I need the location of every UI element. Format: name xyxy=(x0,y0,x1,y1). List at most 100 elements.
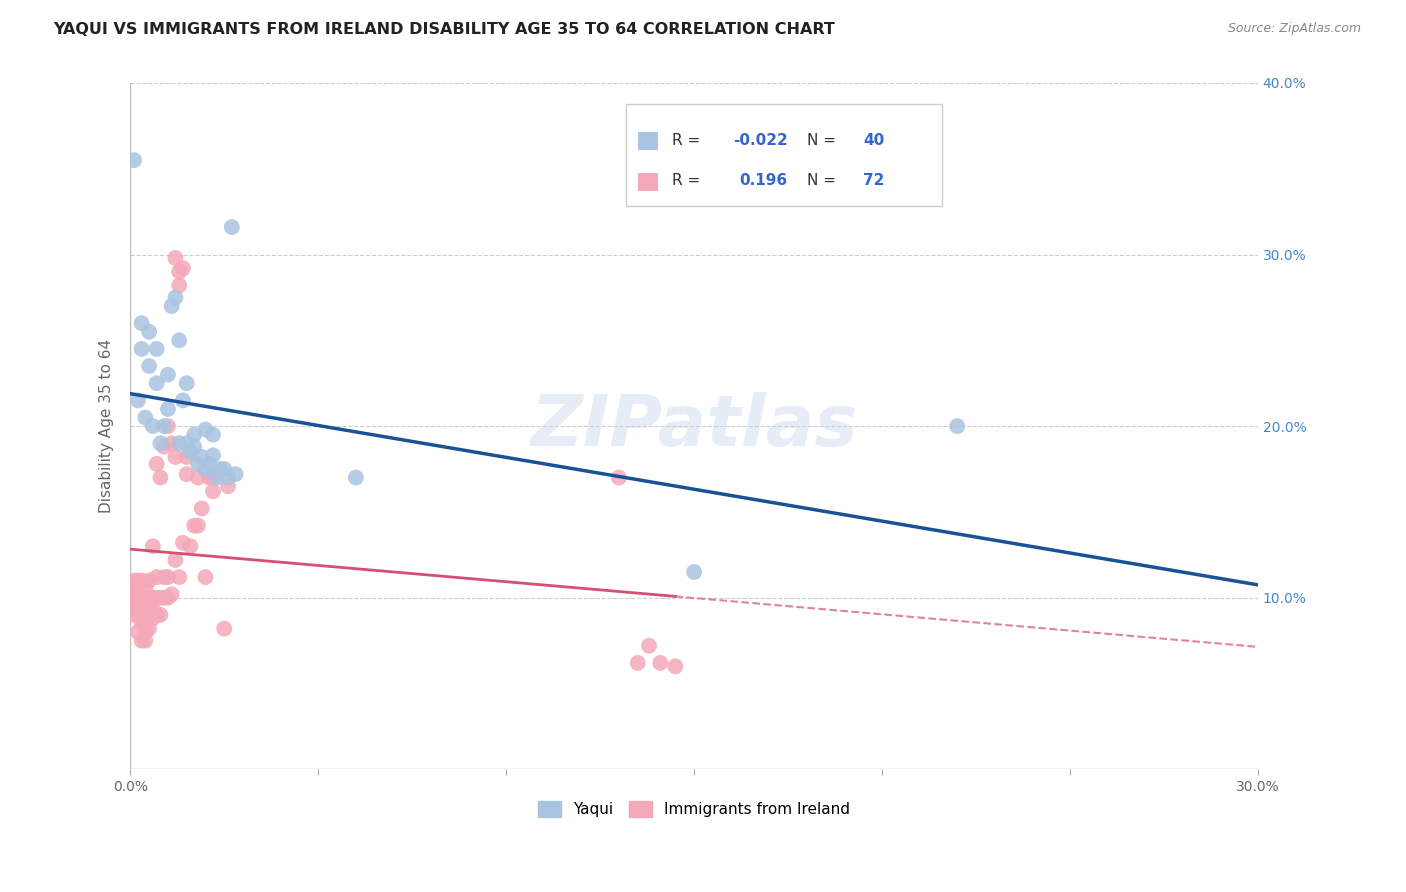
Point xyxy=(202,470,225,484)
Point xyxy=(205,470,228,484)
Point xyxy=(179,445,201,459)
Point xyxy=(190,450,212,464)
Point xyxy=(209,462,232,476)
Point xyxy=(172,261,194,276)
Point xyxy=(134,410,156,425)
Point xyxy=(167,334,190,348)
Text: N =: N = xyxy=(807,173,841,188)
Text: N =: N = xyxy=(807,133,841,148)
Point xyxy=(165,553,187,567)
Point xyxy=(156,401,179,416)
Point xyxy=(946,419,969,434)
Point xyxy=(149,607,172,622)
Point xyxy=(156,570,179,584)
Point xyxy=(127,582,149,596)
Point xyxy=(156,419,179,434)
Point xyxy=(167,570,190,584)
Point xyxy=(165,290,187,304)
Point xyxy=(638,639,661,653)
Point xyxy=(187,470,209,484)
Point xyxy=(160,299,183,313)
Point xyxy=(160,436,183,450)
Point xyxy=(198,470,221,484)
Text: R =: R = xyxy=(672,133,704,148)
Point xyxy=(165,251,187,265)
Point xyxy=(138,574,160,588)
Point xyxy=(153,591,176,605)
Point xyxy=(187,518,209,533)
Point xyxy=(142,611,165,625)
Point xyxy=(183,440,205,454)
Point xyxy=(607,470,630,484)
Point xyxy=(214,462,236,476)
Point xyxy=(145,607,167,622)
Point xyxy=(172,393,194,408)
Point xyxy=(131,591,153,605)
FancyBboxPatch shape xyxy=(627,103,942,206)
Point xyxy=(122,574,145,588)
Point xyxy=(142,603,165,617)
Point xyxy=(176,467,198,482)
Point xyxy=(627,656,650,670)
Y-axis label: Disability Age 35 to 64: Disability Age 35 to 64 xyxy=(100,339,114,513)
Point xyxy=(127,607,149,622)
Point xyxy=(134,599,156,614)
Point xyxy=(127,625,149,640)
Point xyxy=(149,470,172,484)
Point xyxy=(172,536,194,550)
Point xyxy=(142,539,165,553)
Point xyxy=(167,436,190,450)
Point xyxy=(683,565,706,579)
FancyBboxPatch shape xyxy=(638,132,658,150)
Text: 40: 40 xyxy=(863,133,884,148)
Point xyxy=(202,448,225,462)
Point xyxy=(176,450,198,464)
Point xyxy=(176,436,198,450)
Point xyxy=(217,479,239,493)
Point xyxy=(145,570,167,584)
Point xyxy=(664,659,686,673)
Point xyxy=(142,419,165,434)
Point xyxy=(145,342,167,356)
Point xyxy=(127,574,149,588)
Point xyxy=(183,518,205,533)
Point xyxy=(153,440,176,454)
Point xyxy=(198,457,221,471)
Legend: Yaqui, Immigrants from Ireland: Yaqui, Immigrants from Ireland xyxy=(531,796,856,823)
Point xyxy=(134,616,156,631)
Point xyxy=(225,467,247,482)
Point xyxy=(149,436,172,450)
Point xyxy=(149,591,172,605)
Point xyxy=(344,470,367,484)
Point xyxy=(138,325,160,339)
Point xyxy=(127,599,149,614)
Point xyxy=(142,591,165,605)
Text: R =: R = xyxy=(672,173,704,188)
Point xyxy=(217,470,239,484)
Text: -0.022: -0.022 xyxy=(734,133,789,148)
Point xyxy=(153,419,176,434)
Point xyxy=(202,427,225,442)
Point xyxy=(131,633,153,648)
Point xyxy=(138,359,160,373)
Point xyxy=(134,633,156,648)
Point xyxy=(131,599,153,614)
Point xyxy=(127,591,149,605)
FancyBboxPatch shape xyxy=(638,173,658,192)
Point xyxy=(187,457,209,471)
Point xyxy=(153,570,176,584)
Point xyxy=(194,570,217,584)
Point xyxy=(167,278,190,293)
Point xyxy=(221,220,243,235)
Point xyxy=(202,484,225,499)
Text: YAQUI VS IMMIGRANTS FROM IRELAND DISABILITY AGE 35 TO 64 CORRELATION CHART: YAQUI VS IMMIGRANTS FROM IRELAND DISABIL… xyxy=(53,22,835,37)
Point xyxy=(179,539,201,553)
Point xyxy=(183,427,205,442)
Point xyxy=(156,591,179,605)
Point xyxy=(145,457,167,471)
Point xyxy=(122,153,145,168)
Point xyxy=(122,591,145,605)
Point xyxy=(214,622,236,636)
Point xyxy=(138,599,160,614)
Point xyxy=(131,616,153,631)
